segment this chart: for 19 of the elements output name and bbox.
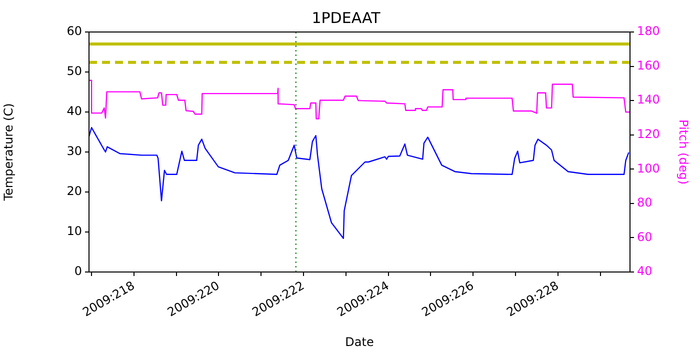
y2-tick-label: 80 — [637, 196, 652, 210]
y-tick-label: 30 — [66, 144, 82, 158]
y-tick-label: 60 — [66, 24, 82, 38]
y2-tick-label: 140 — [637, 92, 660, 107]
y2-axis-title: Pitch (deg) — [676, 119, 691, 185]
y-tick-label: 10 — [66, 224, 82, 238]
y-tick-label: 0 — [74, 264, 82, 278]
y2-tick-label: 60 — [637, 230, 652, 244]
y-axis-title: Temperature (C) — [1, 103, 16, 202]
y-tick-label: 40 — [66, 104, 82, 118]
y-tick-label: 50 — [66, 64, 82, 78]
y2-tick-label: 100 — [637, 161, 660, 176]
y2-tick-label: 160 — [637, 58, 660, 72]
chart-title: 1PDEAAT — [312, 8, 382, 27]
y2-tick-label: 40 — [637, 264, 652, 278]
x-axis-title: Date — [345, 334, 374, 349]
y2-tick-label: 120 — [637, 126, 660, 141]
y2-tick-label: 180 — [637, 24, 660, 38]
y-tick-label: 20 — [66, 184, 82, 198]
